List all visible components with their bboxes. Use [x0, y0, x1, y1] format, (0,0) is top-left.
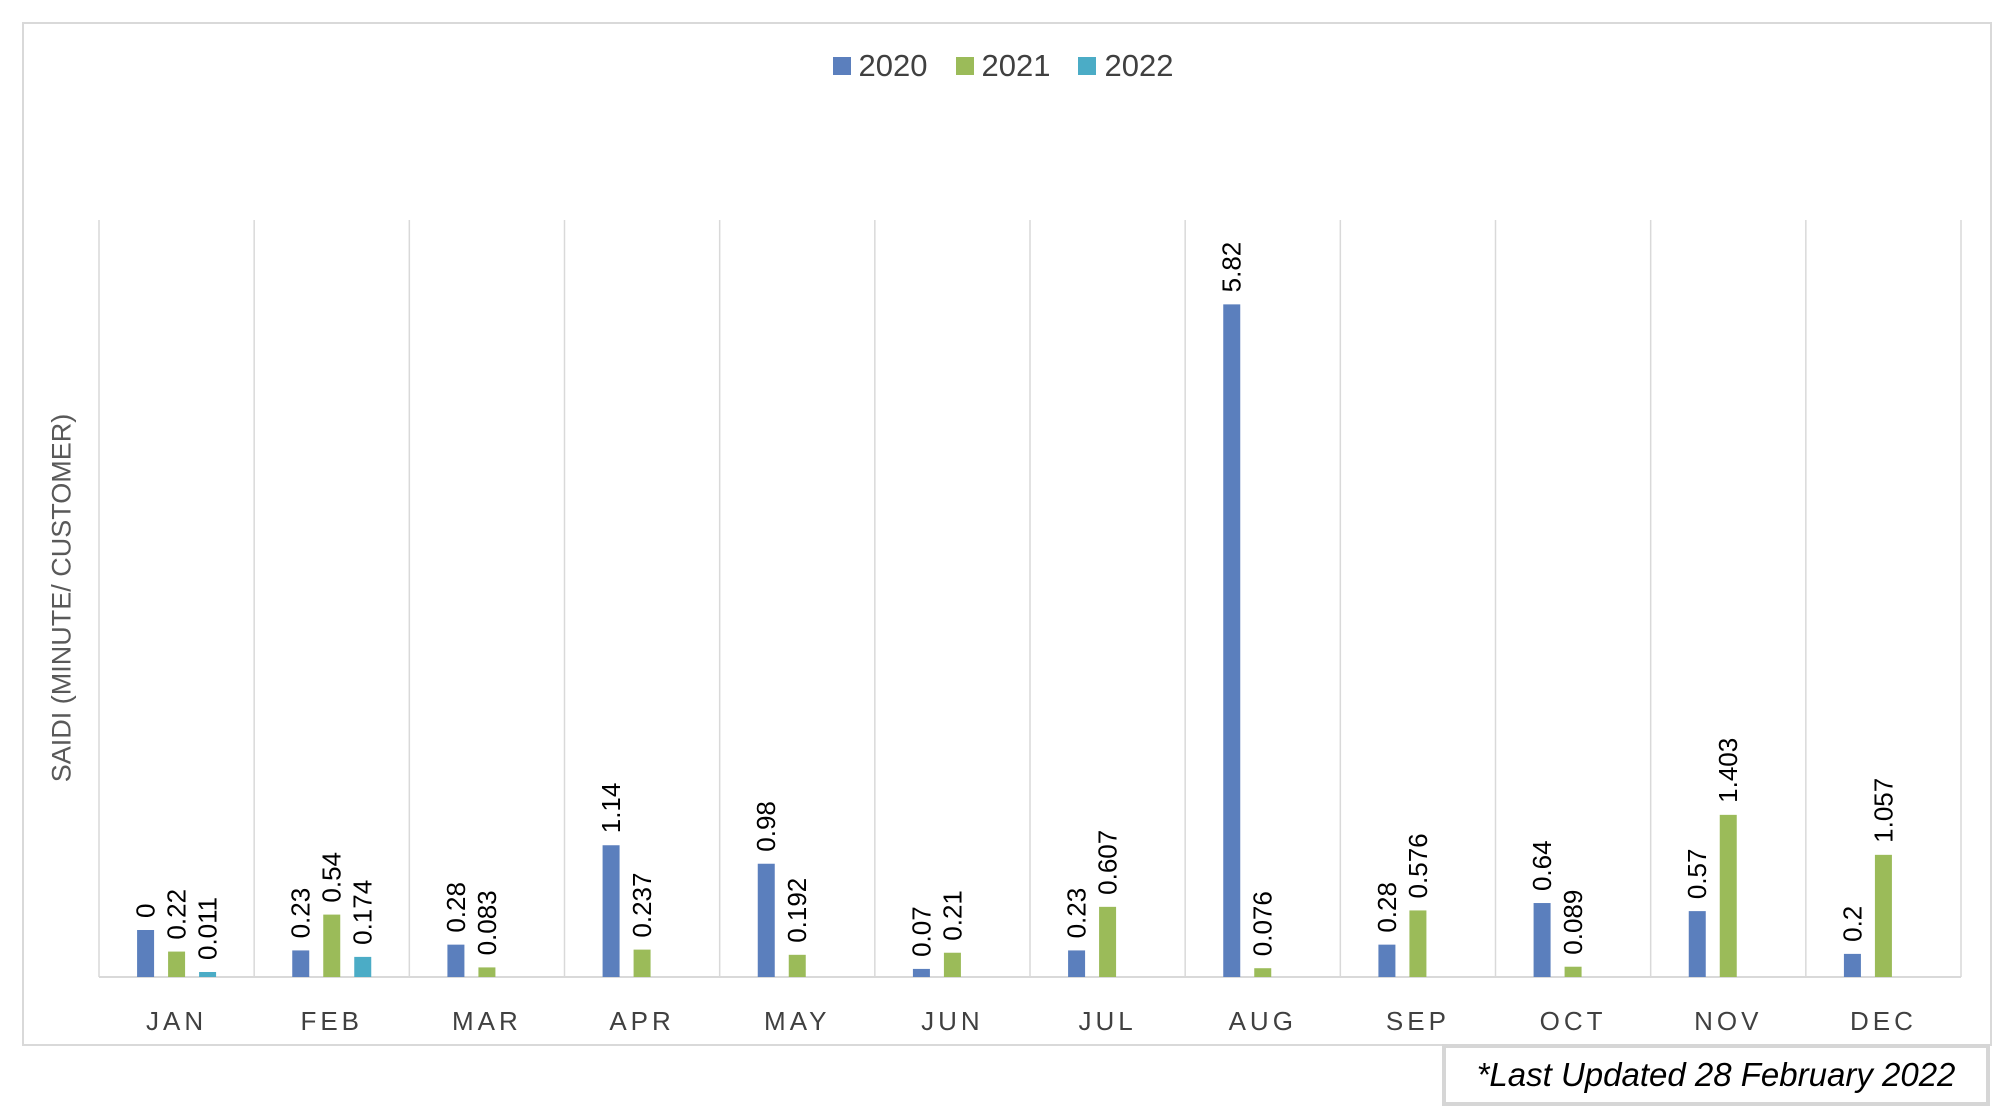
data-label-2021-nov: 1.403 — [1713, 738, 1743, 803]
bar-2021-jan — [168, 951, 186, 977]
data-label-2020-nov: 0.57 — [1682, 849, 1712, 900]
x-tick-label-apr: APR — [609, 1006, 674, 1036]
x-tick-label-sep: SEP — [1386, 1006, 1450, 1036]
bar-2020-dec — [1843, 953, 1861, 977]
x-tick-label-may: MAY — [764, 1006, 830, 1036]
x-tick-label-jan: JAN — [146, 1006, 207, 1036]
data-label-2020-jul: 0.23 — [1062, 888, 1092, 939]
data-label-2020-apr: 1.14 — [596, 783, 626, 834]
bar-2021-apr — [633, 949, 651, 977]
bar-2020-apr — [602, 845, 620, 977]
chart-frame — [22, 22, 1992, 1046]
data-label-2021-oct: 0.089 — [1558, 890, 1588, 955]
legend-item-2021: 2021 — [955, 48, 1051, 84]
bar-2020-jun — [912, 968, 930, 977]
legend-label-2021: 2021 — [981, 48, 1051, 83]
data-label-2022-jan: 0.011 — [193, 897, 223, 960]
legend-item-2020: 2020 — [832, 48, 928, 84]
bar-2021-jun — [943, 952, 961, 977]
data-label-2021-jun: 0.21 — [937, 890, 967, 941]
bar-2020-jul — [1068, 950, 1086, 977]
data-label-2020-oct: 0.64 — [1527, 840, 1557, 891]
x-tick-label-nov: NOV — [1694, 1006, 1762, 1036]
bar-2021-oct — [1564, 966, 1582, 977]
bar-2020-sep — [1378, 944, 1396, 977]
bar-2022-feb — [354, 956, 372, 977]
data-label-2020-aug: 5.82 — [1217, 242, 1247, 293]
x-tick-label-oct: OCT — [1540, 1006, 1607, 1036]
data-label-2020-feb: 0.23 — [286, 888, 316, 939]
bar-2021-sep — [1409, 910, 1427, 977]
data-label-2021-dec: 1.057 — [1868, 778, 1898, 843]
bar-2020-mar — [447, 944, 465, 977]
bar-2020-aug — [1223, 304, 1241, 978]
data-label-2021-feb: 0.54 — [317, 852, 347, 903]
x-tick-label-mar: MAR — [452, 1006, 522, 1036]
x-tick-label-dec: DEC — [1850, 1006, 1917, 1036]
legend-label-2020: 2020 — [858, 48, 928, 83]
bar-2021-may — [788, 954, 806, 977]
bar-2021-aug — [1254, 968, 1272, 977]
data-label-2020-jan: 0 — [131, 904, 161, 918]
data-label-2021-jan: 0.22 — [162, 889, 192, 940]
data-label-2021-jul: 0.607 — [1093, 830, 1123, 895]
data-label-2020-may: 0.98 — [751, 801, 781, 852]
x-tick-label-aug: AUG — [1229, 1006, 1297, 1036]
legend-item-2022: 2022 — [1078, 48, 1173, 84]
legend: 2020 2021 2022 — [0, 48, 2006, 84]
data-label-2021-may: 0.192 — [782, 878, 812, 943]
last-updated-note: *Last Updated 28 February 2022 — [1442, 1044, 1990, 1106]
legend-swatch-2022 — [1078, 57, 1097, 75]
legend-swatch-2020 — [832, 57, 851, 75]
data-label-2020-mar: 0.28 — [441, 882, 471, 933]
bar-2020-feb — [292, 950, 310, 977]
data-label-2021-sep: 0.576 — [1403, 833, 1433, 898]
bar-2021-nov — [1719, 814, 1737, 977]
x-tick-label-feb: FEB — [300, 1006, 363, 1036]
bar-2021-mar — [478, 967, 496, 977]
data-label-2021-aug: 0.076 — [1248, 891, 1278, 956]
data-label-2020-dec: 0.2 — [1837, 906, 1867, 942]
data-label-2020-jun: 0.07 — [906, 906, 936, 957]
bar-2020-oct — [1533, 903, 1551, 977]
bar-2021-dec — [1874, 854, 1892, 977]
x-tick-label-jul: JUL — [1078, 1006, 1136, 1036]
legend-label-2022: 2022 — [1104, 48, 1174, 83]
bar-2020-nov — [1688, 911, 1706, 977]
data-label-2020-sep: 0.28 — [1372, 882, 1402, 933]
bar-2022-jan — [199, 972, 217, 977]
bar-2021-jul — [1099, 906, 1117, 977]
bar-2021-feb — [323, 914, 341, 977]
data-label-2022-feb: 0.174 — [348, 880, 378, 945]
x-tick-label-jun: JUN — [921, 1006, 984, 1036]
bar-2020-jan — [137, 930, 155, 977]
bar-2020-may — [757, 863, 775, 977]
data-label-2021-apr: 0.237 — [627, 873, 657, 938]
data-label-2021-mar: 0.083 — [472, 890, 502, 955]
legend-swatch-2021 — [955, 57, 974, 75]
